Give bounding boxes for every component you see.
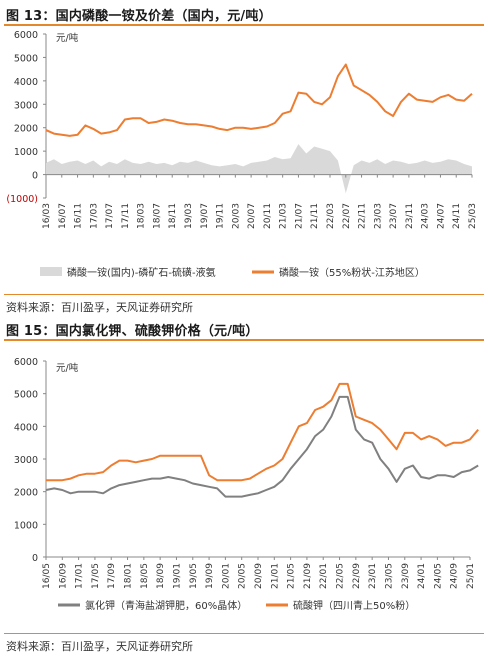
legend-label: 磷酸一铵(国内)-磷矿石-硫磺-液氨	[67, 266, 216, 279]
unit-label: 元/吨	[56, 362, 79, 374]
x-tick-label: 21/09	[303, 563, 313, 589]
x-tick-label: 23/07	[389, 203, 399, 229]
y-tick-label: 4000	[14, 422, 38, 433]
line-series-1	[46, 382, 479, 482]
x-tick-label: 17/09	[107, 563, 117, 589]
x-tick-label: 18/03	[137, 203, 147, 229]
y-tick-label: (1000)	[6, 194, 38, 205]
x-tick-label: 21/07	[294, 203, 304, 229]
y-tick-label: 0	[32, 171, 38, 182]
x-tick-label: 22/09	[352, 563, 362, 589]
y-tick-label: 1000	[14, 520, 38, 531]
x-tick-label: 19/09	[205, 563, 215, 589]
x-tick-label: 16/03	[42, 203, 52, 229]
x-tick-label: 18/01	[124, 563, 134, 589]
y-tick-label: 4000	[14, 77, 38, 88]
x-tick-label: 19/07	[200, 203, 210, 229]
figure-15-title: 图 15：国内氯化钾、硫酸钾价格（元/吨）	[6, 324, 259, 339]
legend-swatch-area	[40, 267, 62, 276]
x-tick-label: 17/03	[89, 203, 99, 229]
x-tick-label: 24/03	[421, 203, 431, 229]
y-tick-label: 2000	[14, 488, 38, 499]
figure-13-title: 图 13：国内磷酸一铵及价差（国内，元/吨）	[6, 9, 272, 24]
area-series-0	[46, 144, 472, 194]
x-tick-label: 18/05	[140, 563, 150, 589]
figure-13-source: 资料来源：百川盈孚，天风证券研究所	[6, 301, 193, 314]
figure-15-title-rule	[4, 339, 484, 341]
x-tick-label: 23/09	[401, 563, 411, 589]
x-tick-label: 20/05	[238, 563, 248, 589]
x-tick-label: 21/01	[270, 563, 280, 589]
figure-13-title-rule	[4, 24, 484, 26]
x-tick-label: 17/11	[121, 203, 131, 229]
x-tick-label: 18/07	[152, 203, 162, 229]
x-tick-label: 22/01	[319, 563, 329, 589]
x-tick-label: 20/01	[221, 563, 231, 589]
line-series-1	[45, 63, 473, 137]
x-tick-label: 17/07	[105, 203, 115, 229]
x-tick-label: 24/07	[436, 203, 446, 229]
x-tick-label: 20/09	[254, 563, 264, 589]
x-tick-label: 20/07	[247, 203, 257, 229]
legend-label: 氯化钾（青海盐湖钾肥，60%晶体）	[85, 599, 247, 612]
x-tick-label: 18/09	[156, 563, 166, 589]
x-tick-label: 17/05	[91, 563, 101, 589]
y-tick-label: 5000	[14, 390, 38, 401]
x-tick-label: 22/11	[358, 203, 368, 229]
x-tick-label: 16/07	[58, 203, 68, 229]
x-tick-label: 23/03	[373, 203, 383, 229]
y-tick-label: 6000	[14, 357, 38, 368]
x-tick-label: 25/01	[466, 563, 476, 589]
x-tick-label: 20/03	[231, 203, 241, 229]
unit-label: 元/吨	[56, 32, 79, 44]
x-tick-label: 19/01	[172, 563, 182, 589]
x-tick-label: 19/03	[184, 203, 194, 229]
legend-label: 磷酸一铵（55%粉状-江苏地区）	[279, 266, 425, 279]
x-tick-label: 22/03	[326, 203, 336, 229]
y-tick-label: 5000	[14, 53, 38, 64]
figure-13-bottom-rule	[4, 294, 484, 295]
x-tick-label: 21/03	[279, 203, 289, 229]
x-tick-label: 22/05	[336, 563, 346, 589]
figure-15-source: 资料来源：百川盈孚，天风证券研究所	[6, 640, 193, 653]
x-tick-label: 20/11	[263, 203, 273, 229]
x-tick-label: 21/05	[287, 563, 297, 589]
x-tick-label: 16/11	[74, 203, 84, 229]
x-tick-label: 16/09	[58, 563, 68, 589]
y-tick-label: 3000	[14, 100, 38, 111]
x-tick-label: 16/05	[42, 563, 52, 589]
x-tick-label: 24/11	[452, 203, 462, 229]
x-tick-label: 19/05	[189, 563, 199, 589]
x-tick-label: 24/09	[450, 563, 460, 589]
x-tick-label: 18/11	[168, 203, 178, 229]
y-tick-label: 1000	[14, 147, 38, 158]
x-tick-label: 21/11	[310, 203, 320, 229]
y-tick-label: 0	[32, 553, 38, 564]
figure-15-chart: 0 1000 2000 3000 4000 5000 6000 元/吨 16/05 16/09 17…	[14, 357, 479, 612]
x-tick-label: 23/05	[384, 563, 394, 589]
x-tick-label: 24/05	[433, 563, 443, 589]
line-series-0	[45, 395, 479, 498]
x-tick-label: 23/01	[368, 563, 378, 589]
x-tick-label: 19/11	[216, 203, 226, 229]
y-tick-label: 6000	[14, 30, 38, 41]
y-tick-label: 3000	[14, 455, 38, 466]
x-tick-label: 17/01	[75, 563, 85, 589]
figure-13-chart: (1000) 0 1000 2000 3000 4000 5000 6000 元/吨 16/03 1…	[6, 30, 478, 279]
x-tick-label: 22/07	[342, 203, 352, 229]
x-tick-label: 23/11	[405, 203, 415, 229]
legend-label: 硫酸钾（四川青上50%粉）	[293, 599, 415, 612]
x-tick-label: 25/03	[468, 203, 478, 229]
y-tick-label: 2000	[14, 124, 38, 135]
x-tick-label: 24/01	[417, 563, 427, 589]
figure-15-bottom-rule	[4, 633, 484, 634]
